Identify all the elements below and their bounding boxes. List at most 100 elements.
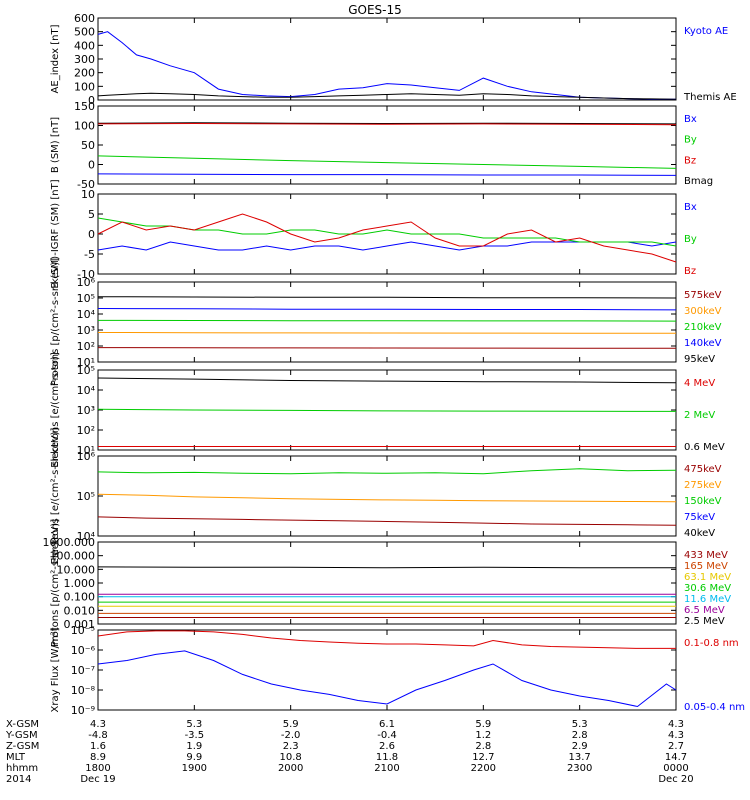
x-axis-row-value: 2.9 [572,741,588,752]
y-tick-label: 10⁶ [77,276,96,289]
y-tick-label: -50 [77,178,95,191]
y-tick-label: 10⁻⁸ [71,684,96,697]
x-axis-row-value: 4.3 [668,730,684,741]
legend-entry: 575keV [684,290,722,301]
x-axis-row-value: 13.7 [569,752,591,763]
legend-entry: 275keV [684,480,722,491]
panel-frame [97,17,677,101]
x-axis-row-label: 2014 [6,774,31,785]
x-axis-row-value: 2.3 [283,741,299,752]
panel-frame [97,105,677,185]
x-axis-row-value: -3.5 [185,730,205,741]
series-line-475kev [97,516,677,526]
y-tick-label: 10.000 [57,563,96,576]
x-axis-table: X-GSM 4.3 5.3 5.9 6.1 5.9 5.3 4.3 Y-GSM -4.8 -3.5 -… [5,719,694,785]
x-axis-row-value: 12.7 [472,752,494,763]
y-tick-label: 10⁴ [77,384,96,397]
y-tick-label: 400 [74,39,95,52]
y-axis-label: Protons [p/(cm²-s-sr-keV)] [50,258,61,386]
legend-entry: 150keV [684,496,722,507]
series-line-bx [97,173,677,176]
x-axis-row-value: 5.3 [572,719,588,730]
y-tick-label: 600 [74,12,95,25]
series-line-kyoto-ae [97,31,676,100]
y-axis-label: B (SM) [nT] [50,117,61,173]
x-axis-row-label: Y-GSM [5,730,38,741]
y-tick-label: 0.001 [64,618,96,631]
series-line-0-1-0-8-nm [97,630,676,649]
y-tick-label: 1000.000 [43,536,96,549]
y-axis-label: B (SM)-IGRF (SM) [nT] [50,179,61,288]
legend-entry: 0.6 MeV [684,442,725,453]
x-axis-row-label: hhmm [6,763,38,774]
y-tick-label: 0 [88,159,95,172]
series-line-bx [97,241,677,251]
series-line-2-mev [97,408,677,412]
series-line-bmag [97,122,677,125]
x-axis-row-label: Z-GSM [6,741,39,752]
x-axis-row-value: -0.4 [377,730,397,741]
series-line-by [97,155,677,169]
series-line-575kev [97,347,677,349]
legend-entry: 2 MeV [684,410,715,421]
plot-title: GOES-15 [348,3,402,17]
y-tick-label: 10¹ [77,356,95,369]
y-tick-label: 10⁻⁹ [71,704,95,717]
legend-entry: 210keV [684,322,722,333]
series-line-by [97,217,677,247]
panel-4: 10¹ 10² 10³ 10⁴ 10⁵ 10⁶ Protons [p/(cm²-s-sr-k… [50,258,722,386]
legend-entry: 4 MeV [684,378,715,389]
x-axis-row-value: 11.8 [376,752,398,763]
x-axis-row-value: -4.8 [88,730,108,741]
legend-entry: 11.6 MeV [684,594,731,605]
legend-entry: By [684,234,697,245]
legend-entry: 433 MeV [684,550,728,561]
legend-entry: Themis AE [683,92,737,103]
y-tick-label: 10⁵ [77,490,95,503]
series-line-210kev [97,319,677,322]
x-axis-row-value: 4.3 [90,719,106,730]
y-axis-label: Protons [p/(cm²-s-sr-keV)] [50,519,61,647]
y-tick-label: 10³ [77,404,95,417]
series-line-bz [97,122,677,126]
legend-entry: 140keV [684,338,722,349]
series-line-2-5-mev [97,566,676,569]
series-line-0-6-mev [97,377,677,384]
y-axis-label: Electrons [e/(cm²-s-sr)] [50,352,61,468]
legend-entry: 0.05-0.4 nm [684,702,745,713]
y-tick-label: 0.010 [64,604,96,617]
legend-entry: 30.6 MeV [684,583,731,594]
y-tick-label: 10² [77,424,95,437]
legend-entry: 475keV [684,464,722,475]
y-tick-label: 0 [88,228,95,241]
y-tick-label: 10⁴ [77,308,96,321]
panel-frame [97,541,677,625]
x-axis-row-value: 5.9 [475,719,491,730]
series-line-95kev [97,296,677,299]
y-tick-label: 10⁶ [77,450,96,463]
y-axis-label: Xray Flux [W/m²] [50,627,61,712]
x-axis-row-value: 9.9 [186,752,202,763]
series-line-bz [97,213,677,263]
y-tick-label: 5 [88,208,95,221]
legend-entry: 0.1-0.8 nm [684,638,739,649]
y-tick-label: -5 [84,248,95,261]
x-axis-row-value: -2.0 [281,730,301,741]
y-tick-label: 10⁵ [77,292,95,305]
legend-entry: By [684,135,697,146]
x-axis-row-value: 14.7 [665,752,687,763]
series-line-0-05-0-4-nm [97,650,677,708]
y-tick-label: 10⁻⁶ [71,644,96,657]
x-axis-row-value: 5.3 [186,719,202,730]
x-axis-row-value: 2200 [471,763,496,774]
x-axis-row-value: 1.9 [186,741,202,752]
y-tick-label: 10⁵ [77,364,95,377]
y-tick-label: 10 [81,188,95,201]
legend-entry: 2.5 MeV [684,616,725,627]
y-tick-label: 100 [74,80,95,93]
legend-entry: 165 MeV [684,561,728,572]
series-line-275kev [97,493,677,503]
y-tick-label: 200 [74,67,95,80]
panel-frame [97,281,677,363]
